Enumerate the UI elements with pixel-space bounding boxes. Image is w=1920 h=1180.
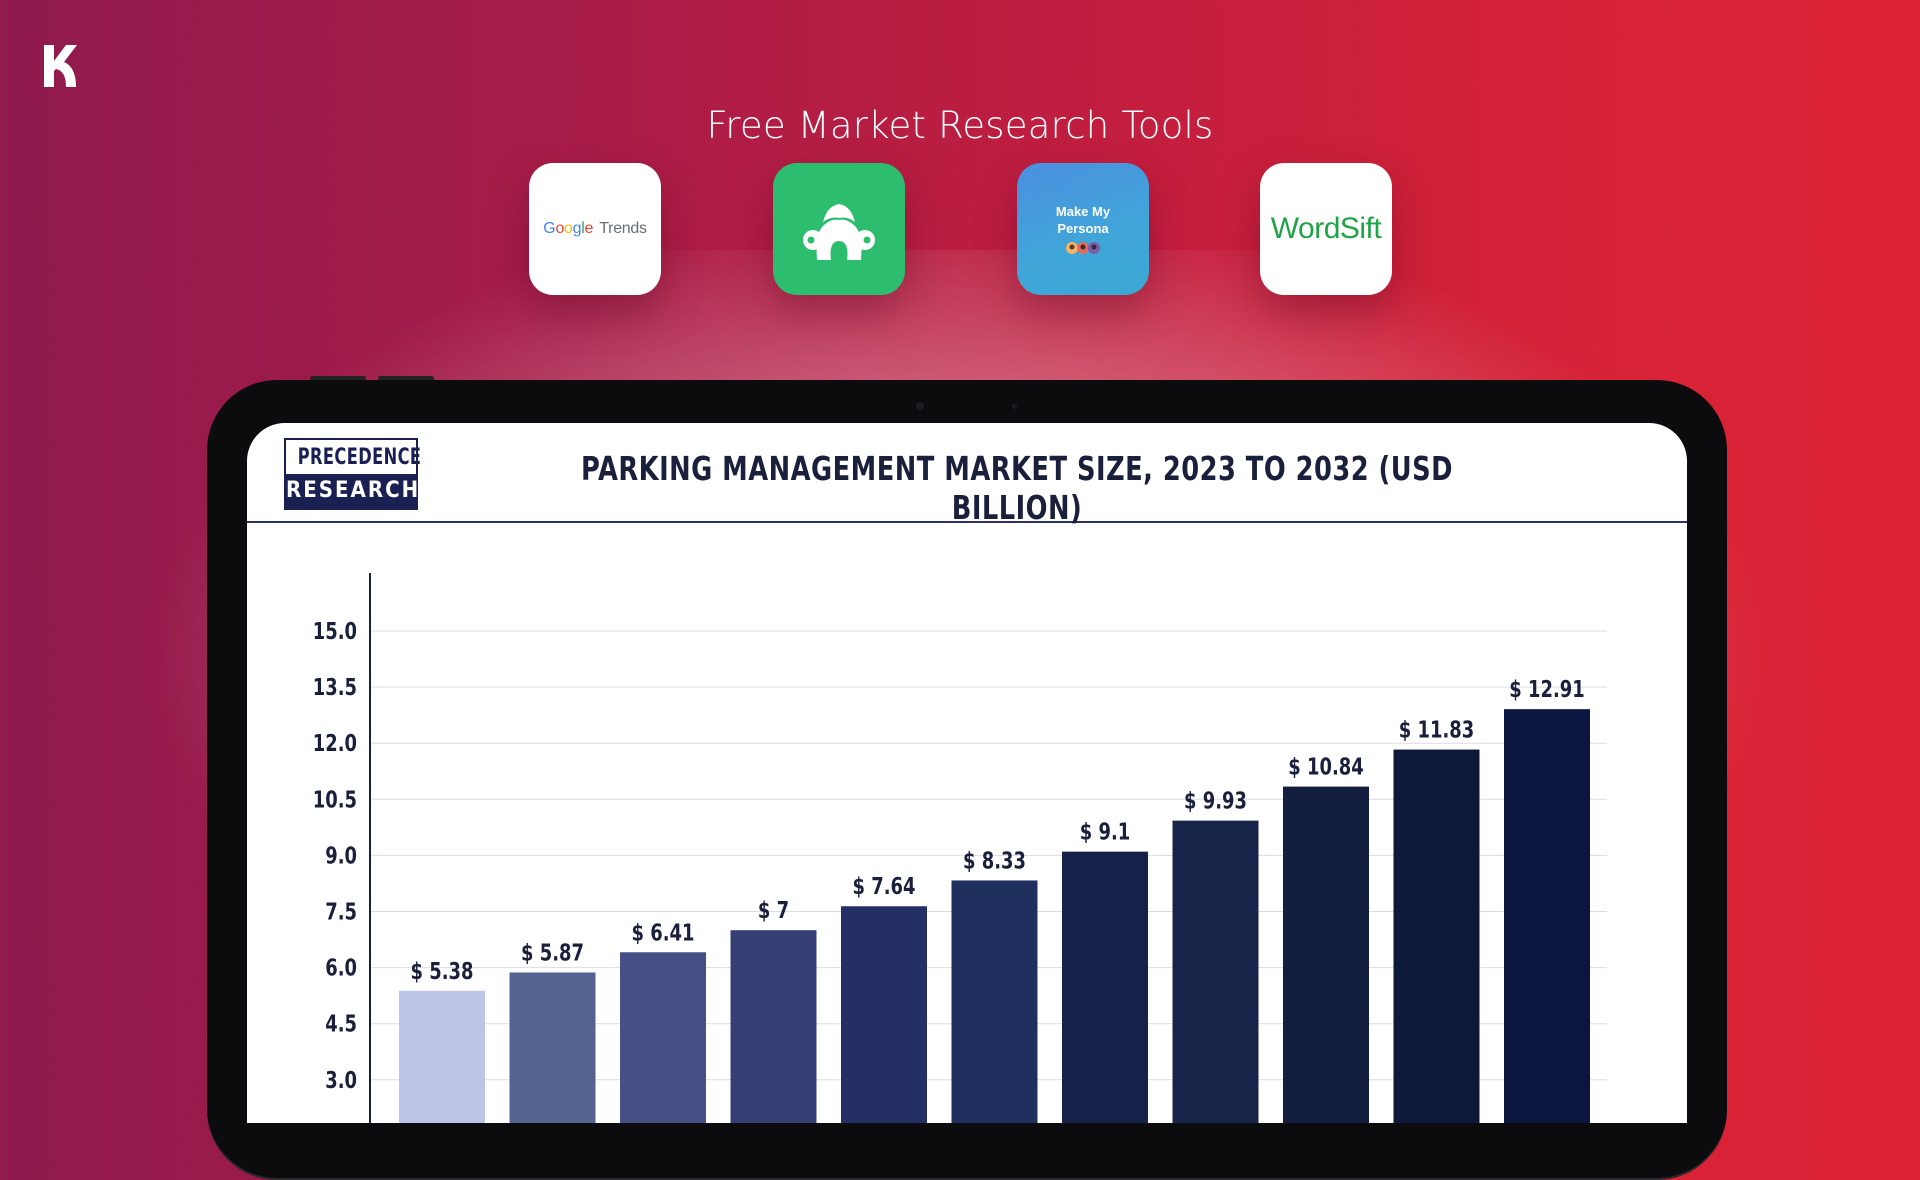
y-tick-label: 7.5 bbox=[325, 898, 357, 925]
bar-value-label: $ 9.1 bbox=[1080, 818, 1130, 845]
persona-line-1: Make My bbox=[1056, 203, 1110, 220]
y-tick-label: 13.5 bbox=[313, 674, 357, 701]
sensor-icon bbox=[1012, 404, 1017, 409]
google-trends-tile[interactable]: Google Trends bbox=[529, 163, 661, 295]
y-tick-label: 6.0 bbox=[325, 954, 357, 981]
camera-icon bbox=[916, 402, 924, 410]
chart-header: PRECEDENCE RESEARCH PARKING MANAGEMENT M… bbox=[247, 423, 1687, 523]
bar-value-label: $ 8.33 bbox=[963, 847, 1026, 874]
bar bbox=[1062, 852, 1148, 1123]
k-logo-icon bbox=[42, 45, 78, 87]
bar bbox=[952, 880, 1038, 1123]
bar-value-label: $ 5.38 bbox=[411, 958, 474, 985]
trends-label: Trends bbox=[599, 220, 646, 237]
y-tick-label: 10.5 bbox=[313, 786, 357, 813]
brand-top-text: PRECEDENCE bbox=[298, 440, 405, 474]
bar bbox=[1504, 709, 1590, 1123]
y-tick-label: 9.0 bbox=[325, 842, 357, 869]
page-title: Free Market Research Tools bbox=[0, 104, 1920, 147]
people-icon bbox=[1063, 241, 1103, 255]
bar-value-label: $ 12.91 bbox=[1509, 676, 1584, 703]
chart-title: PARKING MANAGEMENT MARKET SIZE, 2023 TO … bbox=[572, 449, 1461, 527]
bar bbox=[731, 930, 817, 1123]
bar-value-label: $ 5.87 bbox=[521, 939, 584, 966]
brand-bottom-text: RESEARCH bbox=[286, 474, 416, 508]
precedence-research-logo: PRECEDENCE RESEARCH bbox=[284, 438, 418, 510]
wordsift-tile[interactable]: WordSift bbox=[1260, 163, 1392, 295]
bar bbox=[1394, 750, 1480, 1123]
y-tick-label: 12.0 bbox=[313, 730, 357, 757]
bar bbox=[841, 906, 927, 1123]
monkey-logo-icon bbox=[793, 194, 885, 264]
bar-value-label: $ 11.83 bbox=[1399, 716, 1474, 743]
google-wordmark: Google bbox=[543, 220, 597, 237]
bar bbox=[510, 972, 596, 1123]
wordsift-label: WordSift bbox=[1271, 212, 1381, 246]
bar-value-label: $ 7.64 bbox=[853, 873, 916, 900]
persona-line-2: Persona bbox=[1057, 220, 1108, 237]
bar-value-label: $ 10.84 bbox=[1288, 753, 1363, 780]
surveymonkey-tile[interactable] bbox=[773, 163, 905, 295]
bar bbox=[399, 991, 485, 1123]
bar-value-label: $ 6.41 bbox=[632, 919, 695, 946]
bar-value-label: $ 7 bbox=[758, 897, 789, 924]
tablet-screen: PRECEDENCE RESEARCH PARKING MANAGEMENT M… bbox=[247, 423, 1687, 1123]
bar-chart: 15.013.512.010.59.07.56.04.53.01.5$ 5.38… bbox=[247, 521, 1687, 1123]
y-tick-label: 15.0 bbox=[313, 618, 357, 645]
make-my-persona-tile[interactable]: Make My Persona bbox=[1017, 163, 1149, 295]
google-trends-logo: Google Trends bbox=[543, 220, 646, 238]
bar-value-label: $ 9.93 bbox=[1184, 787, 1247, 814]
bar bbox=[1173, 821, 1259, 1123]
bar bbox=[620, 952, 706, 1123]
bar bbox=[1283, 787, 1369, 1123]
y-tick-label: 4.5 bbox=[325, 1011, 357, 1038]
